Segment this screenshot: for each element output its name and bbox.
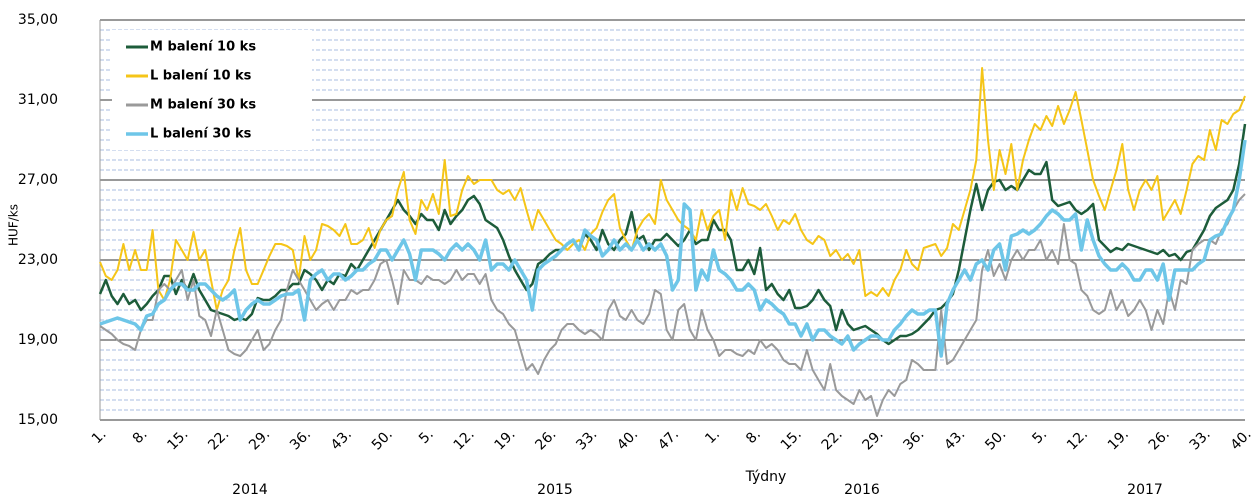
y-tick-label: 23,00	[18, 252, 58, 268]
legend-label: L balení 10 ks	[150, 69, 252, 84]
x-tick-label: 8.	[130, 426, 151, 447]
y-tick-label: 19,00	[18, 332, 58, 348]
x-tick-label: 36.	[900, 426, 927, 453]
x-tick-label: 36.	[287, 426, 314, 453]
x-tick-label: 1.	[89, 426, 110, 447]
series-line	[99, 67, 1246, 311]
y-tick-label: 27,00	[18, 172, 58, 188]
x-tick-label: 12.	[451, 426, 478, 453]
x-tick-label: 15.	[778, 426, 805, 453]
x-tick-label: 40.	[614, 426, 641, 453]
x-tick-label: 29.	[860, 426, 887, 453]
x-tick-label: 40.	[1228, 426, 1252, 453]
series-line	[98, 123, 1247, 346]
x-tick-label: 43.	[941, 426, 968, 453]
x-tick-label: 33.	[573, 426, 600, 453]
year-label: 2015	[537, 482, 573, 497]
y-axis-title: HUF/ks	[7, 204, 21, 246]
x-tick-label: 5.	[416, 426, 437, 447]
x-axis-title: Týdny	[745, 469, 787, 485]
x-tick-label: 26.	[1146, 426, 1173, 453]
x-tick-label: 15.	[164, 426, 191, 453]
x-tick-label: 33.	[1187, 426, 1214, 453]
x-tick-label: 26.	[532, 426, 559, 453]
x-tick-label: 12.	[1064, 426, 1091, 453]
x-tick-label: 50.	[369, 426, 396, 453]
y-tick-label: 15,00	[18, 412, 58, 428]
x-tick-label: 22.	[819, 426, 846, 453]
legend-label: M balení 10 ks	[150, 40, 256, 55]
series-line	[99, 139, 1247, 358]
x-tick-label: 43.	[328, 426, 355, 453]
year-label: 2016	[844, 482, 880, 497]
x-tick-label: 50.	[982, 426, 1009, 453]
x-tick-label: 8.	[743, 426, 764, 447]
legend-label: L balení 30 ks	[150, 127, 252, 142]
legend-label: M balení 30 ks	[150, 98, 256, 113]
legend-box	[112, 30, 312, 150]
x-tick-label: 47.	[655, 426, 682, 453]
y-tick-label: 31,00	[18, 92, 58, 108]
x-tick-label: 29.	[246, 426, 273, 453]
x-tick-label: 19.	[492, 426, 519, 453]
x-tick-label: 19.	[1105, 426, 1132, 453]
y-tick-label: 35,00	[18, 12, 58, 28]
x-tick-label: 5.	[1029, 426, 1050, 447]
year-label: 2014	[232, 482, 268, 497]
series-line	[99, 193, 1246, 417]
year-label: 2017	[1127, 482, 1163, 497]
x-tick-label: 22.	[205, 426, 232, 453]
x-tick-label: 1.	[702, 426, 723, 447]
